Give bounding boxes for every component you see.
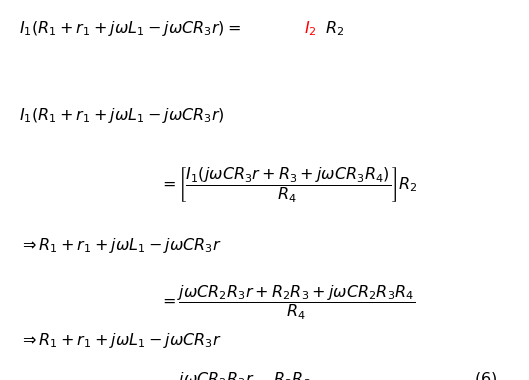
Text: $I_2$: $I_2$ [304, 19, 317, 38]
Text: $\Rightarrow R_1 + r_1 + j\omega L_1 - j\omega CR_3r$: $\Rightarrow R_1 + r_1 + j\omega L_1 - j… [19, 236, 221, 255]
Text: $\Rightarrow R_1 + r_1 + j\omega L_1 - j\omega CR_3r$: $\Rightarrow R_1 + r_1 + j\omega L_1 - j… [19, 331, 221, 350]
Text: $= \left[\dfrac{I_1(j\omega CR_3r + R_3 + j\omega CR_3R_4)}{R_4}\right]R_2$: $= \left[\dfrac{I_1(j\omega CR_3r + R_3 … [159, 165, 417, 204]
Text: $R_2$: $R_2$ [325, 19, 344, 38]
Text: $\ldots(6)$: $\ldots(6)$ [458, 370, 497, 380]
Text: $I_1(R_1 + r_1 + j\omega L_1 - j\omega CR_3r) = $: $I_1(R_1 + r_1 + j\omega L_1 - j\omega C… [19, 19, 241, 38]
Text: $I_1(R_1 + r_1 + j\omega L_1 - j\omega CR_3r)$: $I_1(R_1 + r_1 + j\omega L_1 - j\omega C… [19, 106, 224, 125]
Text: $= \dfrac{j\omega CR_2R_3r}{R_4} + \dfrac{R_2R_3}{R_4} + j\omega CR_2R_3$: $= \dfrac{j\omega CR_2R_3r}{R_4} + \dfra… [159, 370, 399, 380]
Text: $= \dfrac{j\omega CR_2R_3r + R_2R_3 + j\omega CR_2R_3R_4}{R_4}$: $= \dfrac{j\omega CR_2R_3r + R_2R_3 + j\… [159, 283, 415, 322]
